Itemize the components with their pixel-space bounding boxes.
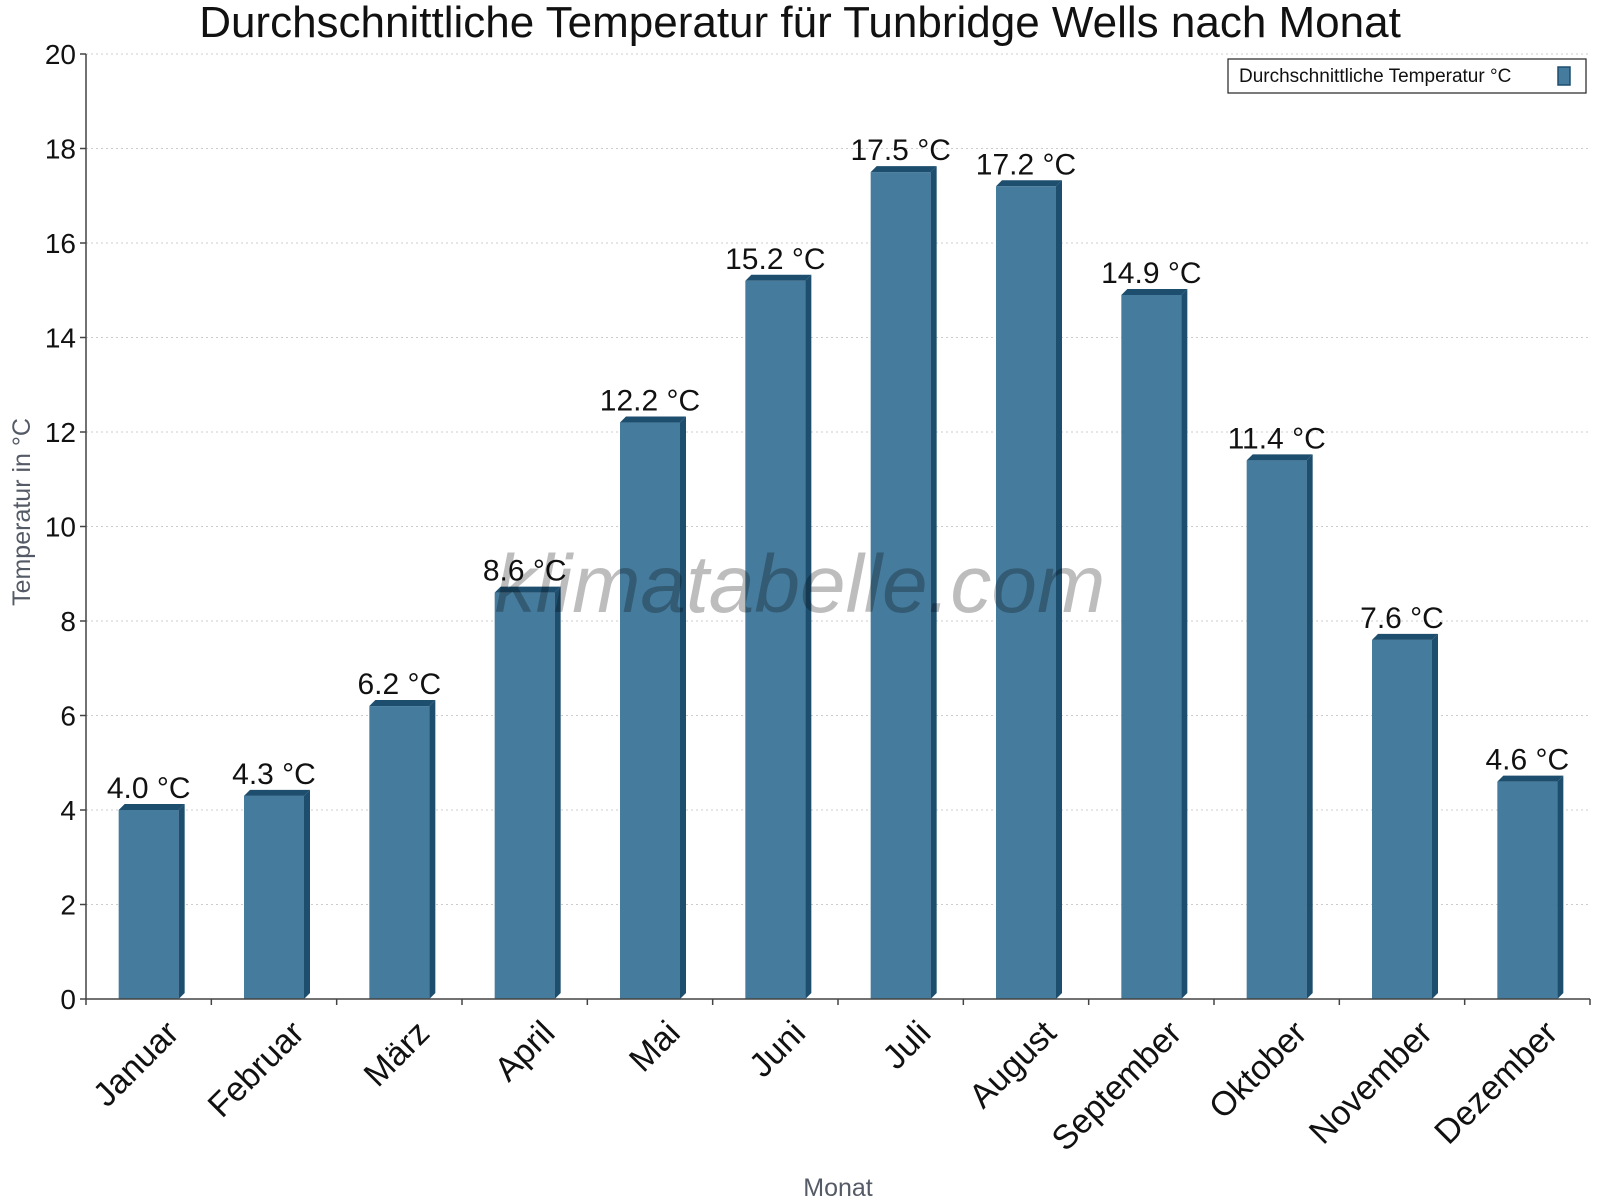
bar-top: [870, 166, 937, 173]
y-tick-label: 8: [60, 606, 76, 637]
legend-swatch: [1557, 66, 1571, 86]
bar: [620, 422, 680, 999]
y-tick-label: 14: [45, 323, 76, 354]
x-tick-label: Juli: [875, 1014, 938, 1077]
bar-top: [244, 789, 310, 796]
legend-box: [1227, 58, 1587, 94]
data-label: 11.4 °C: [1228, 422, 1326, 455]
bar-side: [805, 274, 812, 999]
data-label: 4.6 °C: [1485, 744, 1569, 777]
legend: Durchschnittliche Temperatur °C: [1227, 58, 1587, 94]
data-label: 8.6 °C: [483, 555, 567, 588]
x-tick-label: März: [357, 1014, 437, 1094]
data-label: 17.2 °C: [976, 148, 1076, 181]
y-tick-label: 2: [60, 890, 76, 921]
data-label: 15.2 °C: [725, 243, 825, 276]
bar-top: [996, 180, 1062, 187]
bar-side: [1557, 775, 1564, 999]
x-axis-title: Monat: [803, 1174, 873, 1200]
bar-side: [429, 700, 436, 999]
data-label: 6.2 °C: [357, 668, 441, 701]
bar: [745, 280, 806, 999]
legend-label: Durchschnittliche Temperatur °C: [1239, 66, 1511, 87]
bar-side: [1432, 633, 1438, 999]
data-label: 17.5 °C: [850, 134, 950, 167]
bars: [118, 166, 1564, 1000]
bar: [369, 706, 430, 999]
bar-top: [620, 416, 686, 423]
bar-top: [1497, 775, 1564, 782]
bar: [1121, 294, 1182, 1000]
bar-top: [494, 586, 561, 593]
data-label: 4.0 °C: [107, 772, 191, 805]
x-tick-label: August: [962, 1013, 1064, 1115]
y-tick-label: 10: [45, 512, 76, 543]
y-tick-label: 4: [60, 795, 76, 826]
axes: [80, 53, 1591, 1005]
data-label: 12.2 °C: [600, 385, 700, 418]
y-axis-title: Temperatur in °C: [8, 418, 36, 606]
x-tick-label: Mai: [622, 1014, 688, 1080]
bar: [1246, 460, 1307, 1000]
bar-side: [930, 166, 937, 999]
bar: [870, 172, 931, 999]
x-tick-label: Dezember: [1427, 1014, 1565, 1152]
bar-side: [1181, 288, 1188, 1000]
watermark: klimatabelle.com: [495, 539, 1106, 630]
bar-top: [1246, 454, 1313, 461]
bar-top: [118, 804, 185, 810]
bar-side: [554, 586, 561, 999]
y-tick-label: 6: [60, 701, 76, 732]
bar-top: [369, 700, 436, 707]
bar-top: [745, 274, 812, 281]
x-tick-label: Juni: [742, 1014, 813, 1085]
bar: [996, 186, 1056, 1000]
bar-top: [1121, 288, 1188, 295]
x-tick-label: Januar: [86, 1014, 186, 1114]
bar: [1372, 639, 1432, 999]
bar-side: [680, 416, 686, 999]
data-label: 4.3 °C: [232, 758, 316, 791]
bar-side: [304, 789, 310, 999]
data-label: 14.9 °C: [1101, 257, 1201, 290]
grid-lines: [86, 53, 1590, 905]
bar: [1497, 781, 1558, 999]
y-tick-label: 16: [45, 228, 76, 259]
x-tick-label: Februar: [201, 1014, 312, 1125]
bar: [118, 810, 179, 999]
y-tick-label: 12: [45, 417, 76, 448]
bar-side: [1056, 180, 1062, 1000]
bar-side: [178, 804, 185, 999]
x-tick-label: April: [487, 1014, 562, 1089]
bar: [244, 795, 304, 999]
y-tick-label: 20: [45, 39, 76, 70]
x-tick-label: September: [1045, 1014, 1189, 1158]
data-label: 7.6 °C: [1360, 602, 1444, 635]
chart-title: Durchschnittliche Temperatur für Tunbrid…: [199, 0, 1401, 47]
bar-side: [1306, 454, 1313, 1000]
x-tick-label: Oktober: [1202, 1014, 1314, 1126]
bar: [494, 592, 555, 999]
x-tick-label: November: [1302, 1014, 1440, 1152]
y-tick-label: 18: [45, 134, 76, 165]
bar-top: [1372, 633, 1438, 640]
y-tick-label: 0: [60, 984, 76, 1015]
